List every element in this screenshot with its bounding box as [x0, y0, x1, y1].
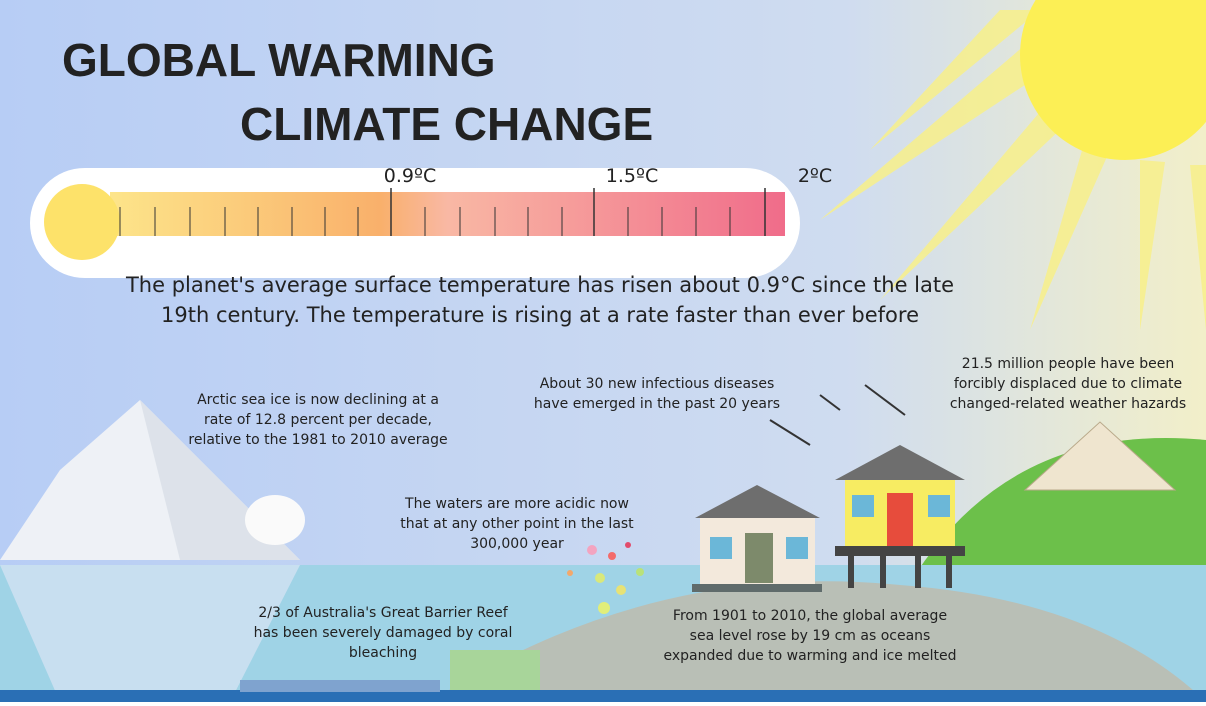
thermometer-label: 0.9ºC — [384, 165, 436, 187]
thermometer-label: 1.5ºC — [606, 165, 658, 187]
title: CLIMATE CHANGE — [240, 98, 653, 150]
fact-line: that at any other point in the last — [400, 516, 634, 532]
summary-line: The planet's average surface temperature… — [125, 273, 954, 297]
thermometer-bulb — [44, 184, 120, 260]
fact-line: have emerged in the past 20 years — [534, 396, 780, 412]
fact-line: has been severely damaged by coral — [254, 625, 513, 641]
polar-bear — [245, 495, 305, 545]
deep-water — [0, 690, 1206, 702]
fact-line: forcibly displaced due to climate — [954, 376, 1182, 392]
fact-line: The waters are more acidic now — [404, 496, 629, 512]
title: GLOBAL WARMING — [62, 34, 496, 86]
fact-line: expanded due to warming and ice melted — [663, 648, 956, 664]
summary-line: 19th century. The temperature is rising … — [161, 303, 919, 327]
fact-line: changed-related weather hazards — [950, 396, 1186, 412]
fact-line: bleaching — [349, 645, 417, 661]
infographic: GLOBAL WARMING CLIMATE CHANGE 0.9ºC 1.5ºC 2º… — [0, 0, 1206, 702]
fact-line: About 30 new infectious diseases — [540, 376, 775, 392]
fact-line: Arctic sea ice is now declining at a — [197, 392, 439, 408]
thermometer-label: 2ºC — [798, 165, 832, 187]
fact-line: From 1901 to 2010, the global average — [673, 608, 947, 624]
fact-line: 2/3 of Australia's Great Barrier Reef — [258, 605, 508, 621]
fact-line: relative to the 1981 to 2010 average — [188, 432, 447, 448]
fact-line: rate of 12.8 percent per decade, — [204, 412, 432, 428]
fact-line: 300,000 year — [470, 536, 564, 552]
fact-line: sea level rose by 19 cm as oceans — [690, 628, 931, 644]
thermometer-fill — [110, 192, 785, 236]
fact-line: 21.5 million people have been — [962, 356, 1174, 372]
